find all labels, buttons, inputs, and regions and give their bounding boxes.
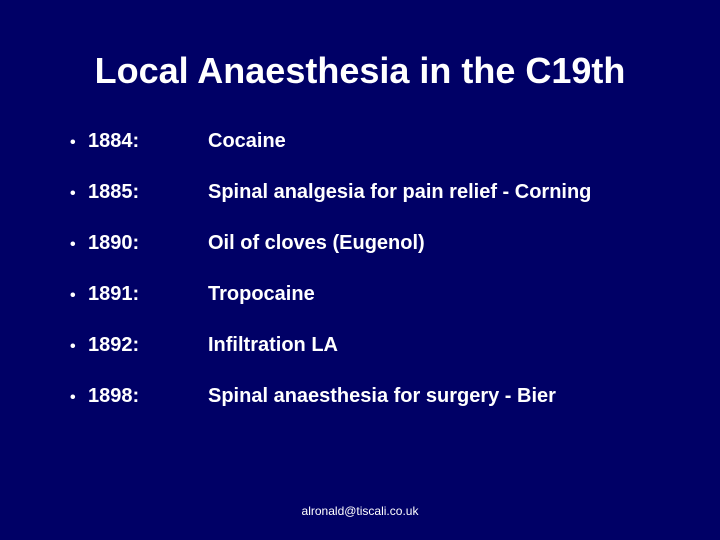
list-item: • 1884: Cocaine xyxy=(70,130,660,153)
year: 1892: xyxy=(88,334,208,357)
slide: Local Anaesthesia in the C19th • 1884: C… xyxy=(0,0,720,540)
description: Cocaine xyxy=(208,130,660,153)
bullet-icon: • xyxy=(70,186,88,202)
list-item: • 1892: Infiltration LA xyxy=(70,334,660,357)
year: 1885: xyxy=(88,181,208,204)
footer-email: alronald@tiscali.co.uk xyxy=(0,504,720,518)
year: 1890: xyxy=(88,232,208,255)
year: 1891: xyxy=(88,283,208,306)
list-item: • 1891: Tropocaine xyxy=(70,283,660,306)
bullet-icon: • xyxy=(70,339,88,355)
bullet-icon: • xyxy=(70,237,88,253)
slide-title: Local Anaesthesia in the C19th xyxy=(60,50,660,92)
list-item: • 1885: Spinal analgesia for pain relief… xyxy=(70,181,660,204)
description: Spinal anaesthesia for surgery - Bier xyxy=(208,385,660,408)
description: Spinal analgesia for pain relief - Corni… xyxy=(208,181,660,204)
bullet-list: • 1884: Cocaine • 1885: Spinal analgesia… xyxy=(70,130,660,408)
description: Tropocaine xyxy=(208,283,660,306)
description: Infiltration LA xyxy=(208,334,660,357)
bullet-icon: • xyxy=(70,135,88,151)
list-item: • 1890: Oil of cloves (Eugenol) xyxy=(70,232,660,255)
bullet-icon: • xyxy=(70,288,88,304)
list-item: • 1898: Spinal anaesthesia for surgery -… xyxy=(70,385,660,408)
year: 1884: xyxy=(88,130,208,153)
year: 1898: xyxy=(88,385,208,408)
bullet-icon: • xyxy=(70,390,88,406)
description: Oil of cloves (Eugenol) xyxy=(208,232,660,255)
